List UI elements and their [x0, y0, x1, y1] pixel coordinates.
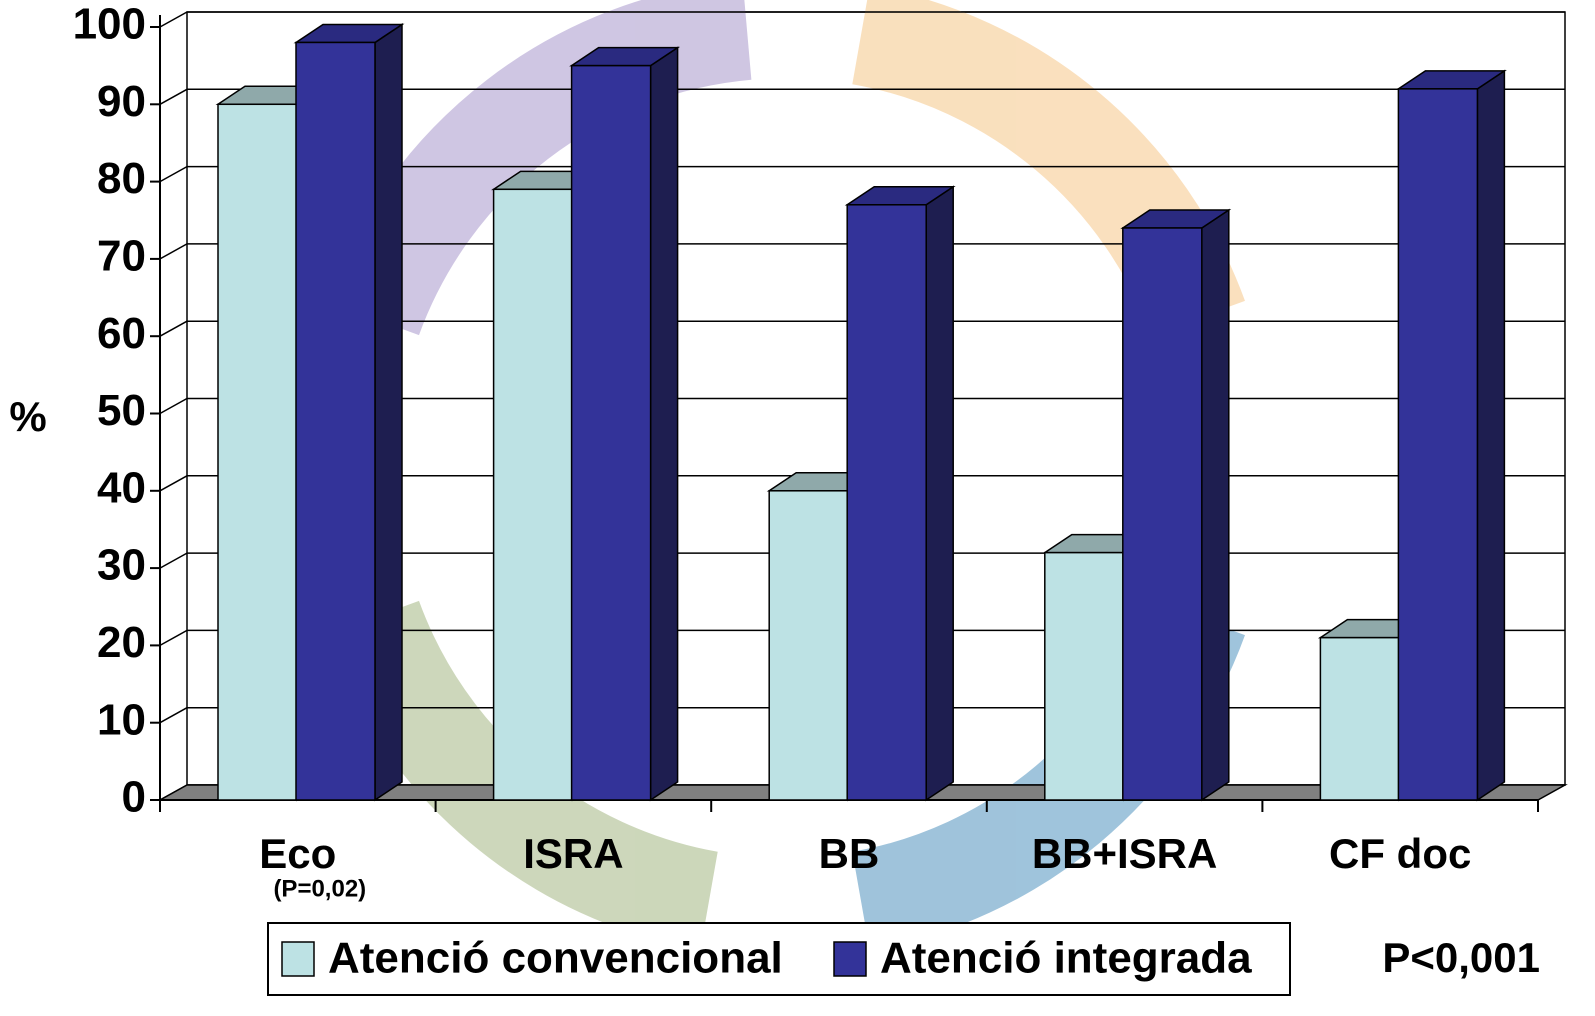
side-grid-line: [159, 475, 188, 492]
side-grid-line: [159, 11, 188, 28]
bar: [217, 103, 298, 801]
bar: [846, 204, 927, 801]
bar-group: [1395, 69, 1507, 802]
x-tick-label: BB+ISRA: [1032, 830, 1218, 877]
y-tick-label: 70: [97, 232, 146, 281]
bar-group: [569, 46, 681, 802]
bar-side: [925, 185, 954, 802]
bar-group: [844, 185, 956, 802]
bar: [570, 64, 652, 801]
bar: [768, 490, 849, 801]
annotation: (P=0,02): [273, 875, 366, 902]
bar-group: [293, 23, 405, 802]
x-tick-label: Eco: [259, 830, 336, 877]
y-tick-label: 80: [97, 154, 146, 203]
y-tick-label: 100: [73, 0, 146, 49]
side-grid-line: [159, 165, 188, 183]
side-grid-line: [159, 552, 188, 569]
bar: [492, 188, 574, 801]
legend-swatch: [833, 941, 867, 977]
side-grid-line: [159, 397, 188, 415]
side-grid-line: [159, 320, 188, 337]
y-tick-label: 10: [97, 695, 146, 744]
x-tick-label: ISRA: [523, 830, 623, 877]
annotation: P<0,001: [1382, 934, 1540, 981]
bar-group: [1120, 208, 1232, 802]
side-grid-line: [159, 88, 188, 105]
bar: [295, 41, 376, 801]
bar-side: [374, 23, 403, 802]
legend-swatch: [281, 941, 315, 977]
legend-label: Atenció integrada: [880, 934, 1252, 983]
legend-box: [267, 922, 1291, 996]
y-tick-label: 40: [97, 463, 146, 512]
y-tick-label: 20: [97, 618, 146, 667]
x-tick-label: BB: [819, 830, 880, 877]
legend-label: Atenció convencional: [328, 934, 783, 983]
y-axis-label: %: [9, 393, 46, 440]
side-grid-line: [159, 707, 188, 724]
y-tick-label: 0: [122, 773, 146, 822]
y-tick-label: 30: [97, 541, 146, 590]
bar: [1319, 636, 1401, 801]
bar: [1122, 227, 1203, 801]
bar-side: [649, 46, 679, 802]
side-grid-line: [159, 243, 188, 260]
bar-side: [1476, 69, 1506, 802]
y-tick-label: 60: [97, 309, 146, 358]
y-tick-label: 50: [97, 386, 146, 435]
bar: [1044, 551, 1125, 801]
bar: [1397, 88, 1479, 801]
bar-side: [1201, 208, 1230, 802]
y-tick-label: 90: [97, 77, 146, 126]
x-tick-label: CF doc: [1329, 830, 1471, 877]
side-grid-line: [159, 629, 188, 647]
